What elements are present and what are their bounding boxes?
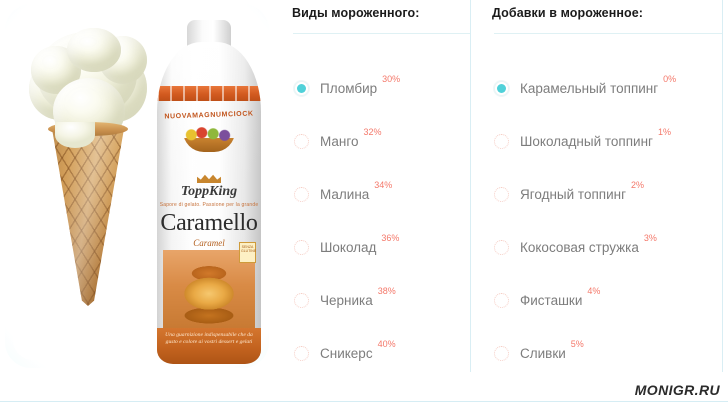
caramello-bottle-image: NUOVAMAGNUMCIOCK ToppKing Sapore di gela… [157, 20, 261, 364]
radio-button-selected[interactable] [294, 81, 309, 96]
option-percent: 40% [377, 339, 396, 349]
bottle-badge: SENZA GLUTINE [239, 242, 256, 263]
option-percent: 2% [631, 180, 645, 190]
radio-button[interactable] [294, 187, 309, 202]
option-row[interactable]: Черника 38% [294, 274, 470, 327]
option-label: Малина [320, 187, 370, 202]
option-label: Пломбир [320, 81, 378, 96]
option-percent: 4% [587, 286, 601, 296]
ice-cream-cone-image [21, 26, 156, 362]
option-percent: 5% [570, 339, 584, 349]
option-row[interactable]: Карамельный топпинг 0% [494, 62, 728, 115]
option-label: Шоколад [320, 240, 377, 255]
radio-button[interactable] [294, 293, 309, 308]
product-image-panel: NUOVAMAGNUMCIOCK ToppKing Sapore di gela… [5, 4, 269, 368]
ice-cream-types-rule [293, 33, 470, 34]
option-percent: 32% [363, 127, 382, 137]
option-row[interactable]: Шоколад 36% [294, 221, 470, 274]
option-percent: 38% [377, 286, 396, 296]
option-label: Карамельный топпинг [520, 81, 659, 96]
option-row[interactable]: Ягодный топпинг 2% [494, 168, 728, 221]
bottle-arc-text: NUOVAMAGNUMCIOCK [164, 110, 254, 121]
column-divider-middle [470, 0, 471, 372]
ice-cream-types-column: Виды мороженного: Пломбир 30% Манго 32% Мали… [282, 0, 470, 410]
addons-column: Добавки в мороженное: Карамельный топпин… [470, 0, 728, 410]
radio-button[interactable] [294, 346, 309, 361]
bottle-fruit-bowl-icon [183, 126, 235, 152]
option-label: Черника [320, 293, 373, 308]
option-percent: 36% [381, 233, 400, 243]
option-row[interactable]: Малина 34% [294, 168, 470, 221]
option-percent: 3% [643, 233, 657, 243]
radio-button[interactable] [494, 187, 509, 202]
footer-divider [0, 401, 728, 402]
addons-title: Добавки в мороженное: [492, 6, 644, 20]
option-label: Ягодный топпинг [520, 187, 626, 202]
radio-button[interactable] [294, 134, 309, 149]
option-row[interactable]: Манго 32% [294, 115, 470, 168]
site-watermark: MONIGR.RU [634, 382, 720, 398]
option-row[interactable]: Сникерс 40% [294, 327, 470, 380]
column-divider-right [722, 0, 723, 372]
bottle-blurb: Una guarnizione indispensabile che da gu… [165, 332, 253, 345]
bottle-caramel-pudding-photo [163, 250, 255, 328]
bottle-brand: ToppKing [180, 184, 238, 199]
option-percent: 1% [657, 127, 671, 137]
ice-cream-drip [55, 122, 95, 148]
option-row[interactable]: Кокосовая стружка 3% [494, 221, 728, 274]
radio-button[interactable] [494, 293, 509, 308]
option-label: Манго [320, 134, 359, 149]
bottle-bottom-band: Una guarnizione indispensabile che da gu… [157, 328, 261, 364]
option-label: Фисташки [520, 293, 583, 308]
radio-button[interactable] [294, 240, 309, 255]
option-row[interactable]: Сливки 5% [494, 327, 728, 380]
bottle-body: NUOVAMAGNUMCIOCK ToppKing Sapore di gela… [157, 42, 261, 364]
radio-button[interactable] [494, 134, 509, 149]
radio-button-selected[interactable] [494, 81, 509, 96]
bottle-band-ticks [157, 86, 261, 101]
radio-button[interactable] [494, 240, 509, 255]
option-percent: 0% [663, 74, 677, 84]
option-label: Сливки [520, 346, 566, 361]
ice-cream-types-title: Виды мороженного: [292, 6, 420, 20]
option-label: Шоколадный топпинг [520, 134, 653, 149]
option-row[interactable]: Шоколадный топпинг 1% [494, 115, 728, 168]
option-percent: 30% [382, 74, 401, 84]
bottle-tagline: Sapore di gelato. Passione per la grande [159, 202, 259, 208]
option-row[interactable]: Пломбир 30% [294, 62, 470, 115]
option-label: Сникерс [320, 346, 373, 361]
addons-rule [494, 33, 722, 34]
bottle-product-name: Caramello [160, 210, 258, 236]
addons-option-list: Карамельный топпинг 0% Шоколадный топпинг 1… [470, 62, 728, 380]
bottle-product-subtitle: Caramel [193, 238, 225, 248]
waffle-cone [51, 126, 125, 306]
crown-icon [197, 174, 221, 183]
option-label: Кокосовая стружка [520, 240, 639, 255]
option-percent: 34% [374, 180, 393, 190]
ice-cream-types-option-list: Пломбир 30% Манго 32% Малина 34% Шоколад 36% Чер… [282, 62, 470, 380]
radio-button[interactable] [494, 346, 509, 361]
option-row[interactable]: Фисташки 4% [494, 274, 728, 327]
